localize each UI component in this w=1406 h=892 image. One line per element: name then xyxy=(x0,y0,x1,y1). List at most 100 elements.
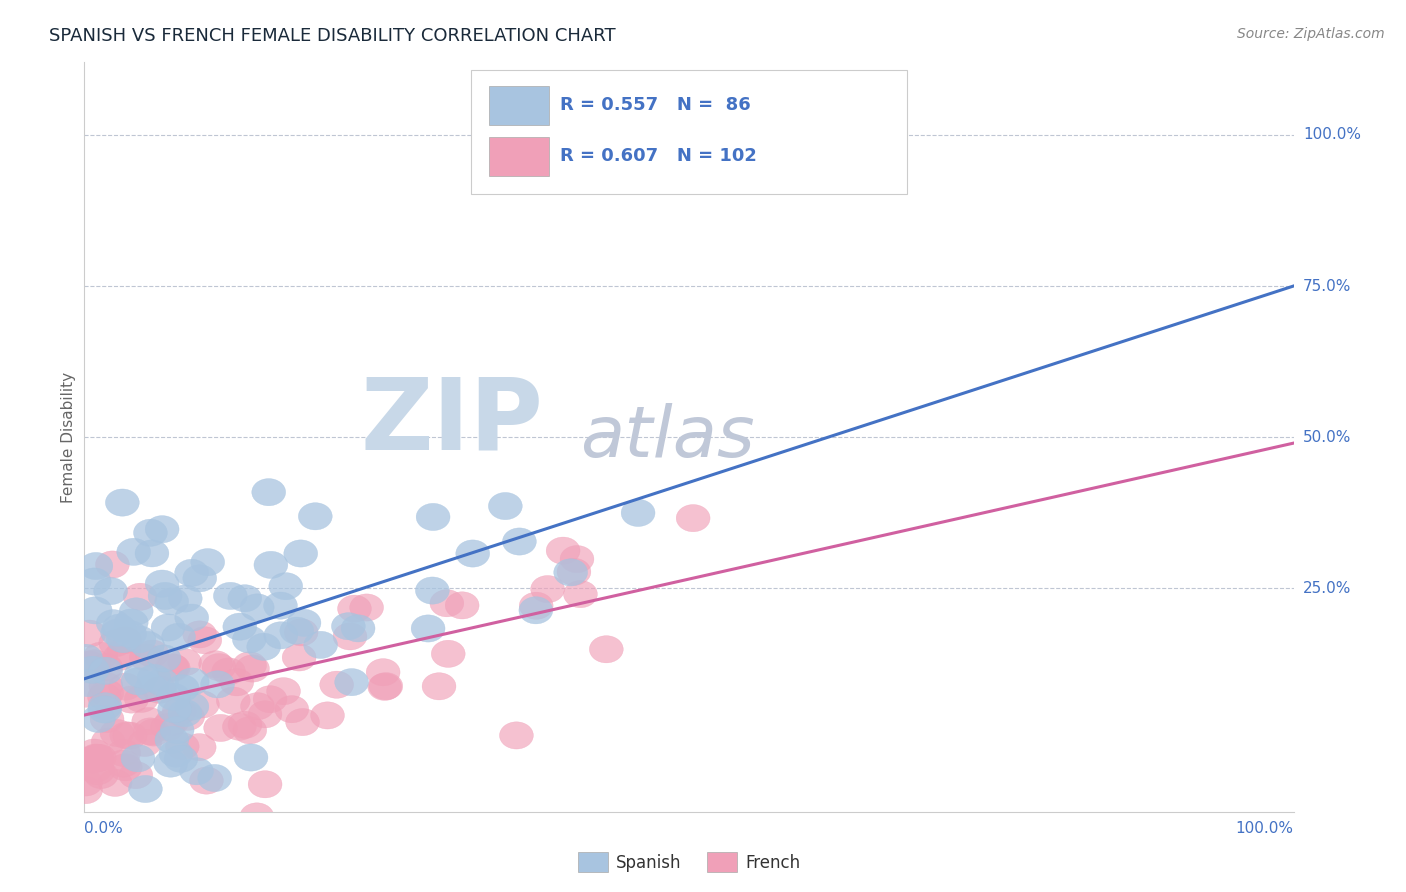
Ellipse shape xyxy=(112,722,146,749)
Ellipse shape xyxy=(89,654,122,681)
Ellipse shape xyxy=(554,558,588,586)
Ellipse shape xyxy=(89,693,122,720)
Ellipse shape xyxy=(212,657,246,685)
Ellipse shape xyxy=(155,588,188,615)
Ellipse shape xyxy=(319,671,353,698)
Ellipse shape xyxy=(304,632,337,658)
Ellipse shape xyxy=(91,728,125,756)
Ellipse shape xyxy=(499,722,533,749)
Ellipse shape xyxy=(107,625,141,653)
Text: atlas: atlas xyxy=(581,402,755,472)
Ellipse shape xyxy=(108,626,142,654)
Ellipse shape xyxy=(69,777,103,804)
Ellipse shape xyxy=(162,624,195,650)
Ellipse shape xyxy=(174,559,208,586)
Ellipse shape xyxy=(284,619,318,646)
Ellipse shape xyxy=(101,619,135,647)
Ellipse shape xyxy=(79,552,112,580)
Ellipse shape xyxy=(98,769,132,797)
Ellipse shape xyxy=(204,714,238,741)
Ellipse shape xyxy=(368,673,402,699)
Ellipse shape xyxy=(564,581,598,607)
Ellipse shape xyxy=(150,714,184,740)
Ellipse shape xyxy=(105,489,139,516)
Ellipse shape xyxy=(191,549,225,575)
Ellipse shape xyxy=(79,756,112,782)
Ellipse shape xyxy=(186,691,219,718)
Text: 0.0%: 0.0% xyxy=(84,821,124,836)
Ellipse shape xyxy=(233,652,267,679)
Ellipse shape xyxy=(284,540,318,567)
Ellipse shape xyxy=(214,582,247,609)
Ellipse shape xyxy=(446,591,479,619)
Ellipse shape xyxy=(269,573,302,599)
Ellipse shape xyxy=(416,503,450,531)
Ellipse shape xyxy=(254,551,288,579)
Text: 25.0%: 25.0% xyxy=(1303,581,1351,596)
Ellipse shape xyxy=(165,745,198,772)
Ellipse shape xyxy=(311,702,344,729)
Ellipse shape xyxy=(502,528,536,555)
Ellipse shape xyxy=(267,678,301,705)
Ellipse shape xyxy=(557,558,591,585)
Ellipse shape xyxy=(342,615,375,642)
Ellipse shape xyxy=(72,620,105,648)
Ellipse shape xyxy=(82,706,115,732)
Ellipse shape xyxy=(87,683,121,710)
Ellipse shape xyxy=(198,650,232,678)
Ellipse shape xyxy=(456,540,489,567)
Ellipse shape xyxy=(145,570,179,598)
Ellipse shape xyxy=(96,551,129,578)
Ellipse shape xyxy=(122,625,156,653)
Ellipse shape xyxy=(107,639,141,666)
Ellipse shape xyxy=(274,696,309,723)
Ellipse shape xyxy=(76,657,110,683)
Ellipse shape xyxy=(129,644,163,671)
Ellipse shape xyxy=(488,492,522,520)
Ellipse shape xyxy=(621,500,655,526)
Ellipse shape xyxy=(145,668,179,696)
Ellipse shape xyxy=(69,769,103,796)
Ellipse shape xyxy=(69,644,103,672)
Ellipse shape xyxy=(80,757,115,785)
Ellipse shape xyxy=(589,636,623,663)
Ellipse shape xyxy=(94,577,128,605)
Ellipse shape xyxy=(249,771,283,797)
Ellipse shape xyxy=(169,585,202,612)
Ellipse shape xyxy=(134,718,167,745)
Ellipse shape xyxy=(167,699,202,727)
Ellipse shape xyxy=(240,803,274,830)
Ellipse shape xyxy=(152,614,186,641)
Ellipse shape xyxy=(298,503,332,530)
Ellipse shape xyxy=(430,590,464,617)
Ellipse shape xyxy=(135,674,169,702)
Ellipse shape xyxy=(117,538,150,566)
Ellipse shape xyxy=(188,627,222,654)
Ellipse shape xyxy=(560,546,593,573)
Ellipse shape xyxy=(240,594,274,621)
Ellipse shape xyxy=(77,739,111,766)
Ellipse shape xyxy=(676,505,710,532)
Text: 50.0%: 50.0% xyxy=(1303,430,1351,444)
Ellipse shape xyxy=(79,597,112,624)
Ellipse shape xyxy=(350,594,384,621)
Ellipse shape xyxy=(368,673,402,700)
Ellipse shape xyxy=(145,516,179,543)
Ellipse shape xyxy=(77,568,111,595)
Ellipse shape xyxy=(366,658,401,686)
Ellipse shape xyxy=(217,687,250,714)
Ellipse shape xyxy=(73,651,107,678)
Text: SPANISH VS FRENCH FEMALE DISABILITY CORRELATION CHART: SPANISH VS FRENCH FEMALE DISABILITY CORR… xyxy=(49,27,616,45)
Ellipse shape xyxy=(90,706,124,732)
Text: 100.0%: 100.0% xyxy=(1303,128,1361,143)
Ellipse shape xyxy=(174,693,209,720)
Ellipse shape xyxy=(148,582,181,609)
Text: Source: ZipAtlas.com: Source: ZipAtlas.com xyxy=(1237,27,1385,41)
Ellipse shape xyxy=(100,720,134,747)
Ellipse shape xyxy=(183,565,217,592)
Ellipse shape xyxy=(247,701,283,728)
Ellipse shape xyxy=(228,711,262,739)
Ellipse shape xyxy=(183,733,217,761)
Ellipse shape xyxy=(519,597,553,624)
Ellipse shape xyxy=(77,649,111,677)
